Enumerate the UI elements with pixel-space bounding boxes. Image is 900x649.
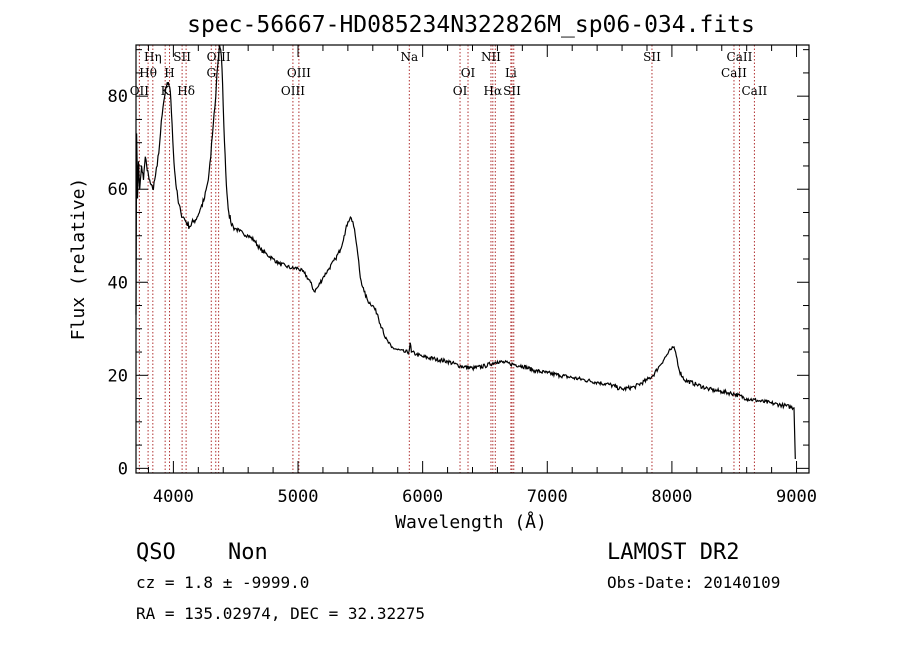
x-tick-label: 5000 bbox=[278, 487, 319, 507]
spectral-line-label: Hη bbox=[144, 50, 162, 64]
spectral-line-label: G bbox=[206, 66, 216, 80]
survey-label: LAMOST DR2 bbox=[607, 540, 739, 565]
y-axis-label: Flux (relative) bbox=[68, 178, 89, 341]
spectral-line-label: SII bbox=[503, 84, 521, 98]
x-tick-label: 7000 bbox=[527, 487, 568, 507]
y-axis-ticks: 0 20 40 60 80 bbox=[108, 49, 809, 479]
line-markers bbox=[138, 45, 755, 473]
x-tick-label: 4000 bbox=[153, 487, 194, 507]
spectral-line-label: Hδ bbox=[177, 84, 195, 98]
chart-title: spec-56667-HD085234N322826M_sp06-034.fit… bbox=[187, 12, 755, 38]
spectral-line-label: H bbox=[164, 66, 174, 80]
plot-frame bbox=[135, 44, 810, 474]
spectral-line-label: Li bbox=[505, 66, 517, 80]
y-tick-label: 40 bbox=[108, 273, 128, 293]
cz-text: cz = 1.8 ± -9999.0 bbox=[136, 573, 309, 592]
y-tick-label: 0 bbox=[118, 459, 128, 479]
spectrum-series-line bbox=[135, 44, 796, 460]
x-tick-label: 9000 bbox=[776, 487, 817, 507]
spectral-line-label: CaII bbox=[721, 66, 747, 80]
x-axis-label: Wavelength (Å) bbox=[395, 511, 547, 533]
class-label: QSO bbox=[136, 540, 176, 565]
spectral-line-label: Hα bbox=[484, 84, 503, 98]
obs-date-text: Obs-Date: 20140109 bbox=[607, 573, 780, 592]
spectral-line-label: NII bbox=[481, 50, 501, 64]
spectral-line-label: OIII bbox=[287, 66, 311, 80]
radec-text: RA = 135.02974, DEC = 32.32275 bbox=[136, 604, 425, 623]
x-axis-ticks: 4000 5000 6000 7000 8000 9000 bbox=[147, 45, 817, 507]
line-labels: OIIHθHηKHSIIHδGOIIIOIIIOIIINaOIOINIIHαLi… bbox=[130, 50, 768, 98]
spectral-line-label: OI bbox=[461, 66, 476, 80]
spectral-line-label: OII bbox=[130, 84, 150, 98]
x-tick-label: 6000 bbox=[402, 487, 443, 507]
spectral-line-label: CaII bbox=[741, 84, 767, 98]
y-tick-label: 20 bbox=[108, 366, 128, 386]
spectral-line-label: Na bbox=[400, 50, 418, 64]
spectral-line-label: Hθ bbox=[139, 66, 157, 80]
subclass-label: Non bbox=[228, 540, 268, 565]
x-tick-label: 8000 bbox=[651, 487, 692, 507]
y-tick-label: 60 bbox=[108, 180, 128, 200]
spectral-line-label: OIII bbox=[281, 84, 305, 98]
spectral-line-label: SII bbox=[173, 50, 191, 64]
spectral-line-label: SII bbox=[643, 50, 661, 64]
spectral-line-label: CaII bbox=[727, 50, 753, 64]
spectral-line-label: OI bbox=[453, 84, 468, 98]
y-tick-label: 80 bbox=[108, 87, 128, 107]
